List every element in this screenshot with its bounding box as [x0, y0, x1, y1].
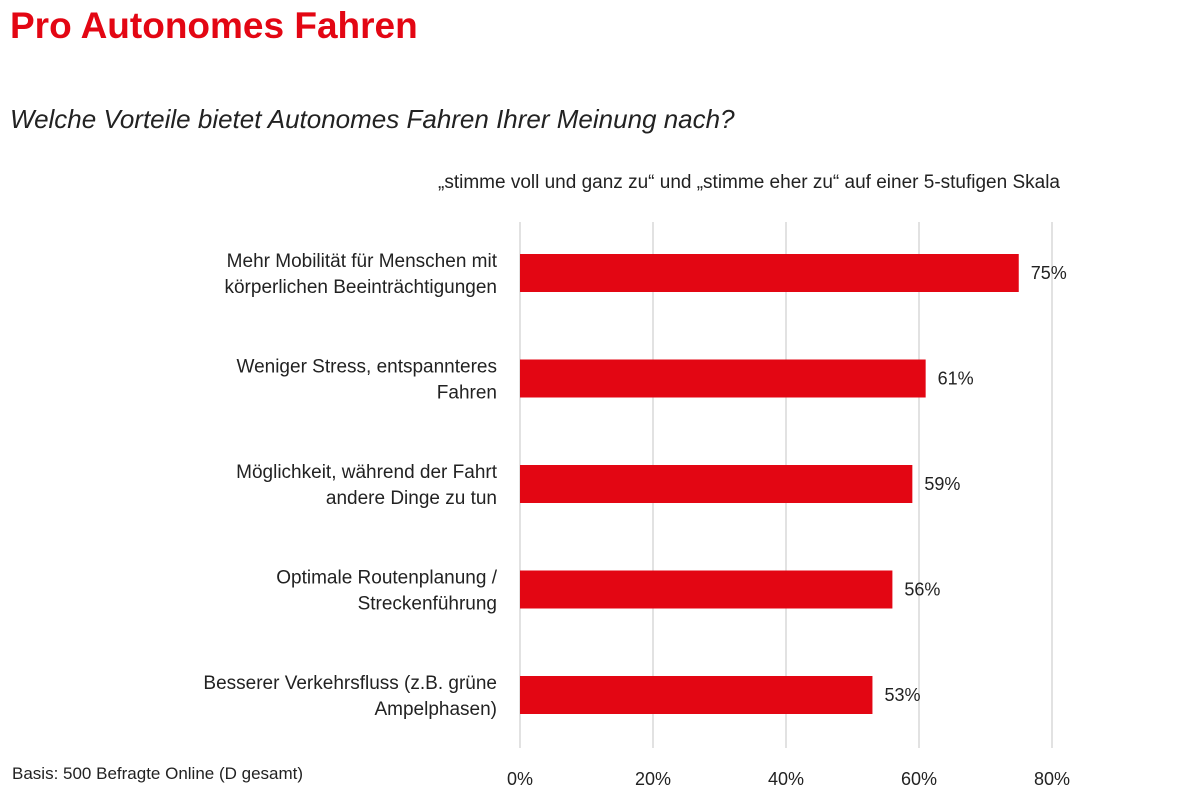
x-tick-label: 40% — [768, 769, 804, 789]
category-label: Weniger Stress, entspannteres Fahren — [236, 357, 497, 404]
x-axis-ticks: 0% 20% 40% 60% 80% — [507, 769, 1070, 789]
x-tick-label: 60% — [901, 769, 937, 789]
basis-note: Basis: 500 Befragte Online (D gesamt) — [12, 764, 304, 783]
survey-question: Welche Vorteile bietet Autonomes Fahren … — [10, 104, 735, 134]
data-label: 75% — [1031, 263, 1067, 283]
data-label: 59% — [924, 474, 960, 494]
bar — [520, 676, 873, 714]
bar — [520, 570, 893, 609]
scale-note: „stimme voll und ganz zu“ und „stimme eh… — [438, 172, 1060, 193]
bar — [520, 254, 1019, 292]
data-label: 53% — [884, 685, 920, 705]
x-tick-label: 20% — [635, 769, 671, 789]
bar — [520, 359, 926, 398]
category-label: Mehr Mobilität für Menschen mit körperlic… — [224, 251, 497, 298]
x-tick-label: 0% — [507, 769, 533, 789]
category-label: Besserer Verkehrsfluss (z.B. grüne Ampelp… — [203, 673, 497, 720]
bar — [520, 465, 913, 503]
x-tick-label: 80% — [1034, 769, 1070, 789]
bars: 75% 61% 59% 56% 53% — [520, 254, 1067, 714]
data-label: 56% — [904, 580, 940, 600]
chart-title: Pro Autonomes Fahren — [10, 5, 418, 46]
category-label: Möglichkeit, während der Fahrt andere Din… — [236, 462, 498, 509]
data-label: 61% — [938, 369, 974, 389]
category-label: Optimale Routenplanung / Streckenführung — [276, 568, 497, 615]
category-labels: Mehr Mobilität für Menschen mit körperlic… — [203, 251, 497, 720]
